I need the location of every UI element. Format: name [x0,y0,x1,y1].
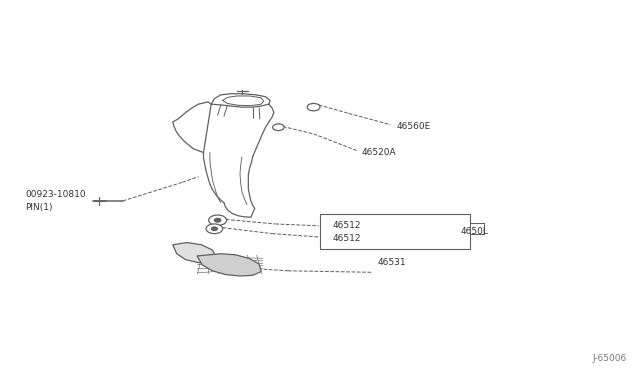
Text: J-65006: J-65006 [593,354,627,363]
Text: 00923-10810: 00923-10810 [26,190,86,199]
Text: PIN(1): PIN(1) [26,203,53,212]
Polygon shape [173,243,216,263]
Text: 46531: 46531 [378,258,406,267]
Text: 46560E: 46560E [397,122,431,131]
Text: 46512: 46512 [333,221,362,230]
Circle shape [209,215,227,225]
Text: 46520A: 46520A [362,148,396,157]
Circle shape [211,227,218,231]
Text: 4650L: 4650L [461,227,489,236]
Circle shape [206,224,223,234]
Circle shape [307,103,320,111]
Circle shape [273,124,284,131]
Text: 46512: 46512 [333,234,362,243]
Polygon shape [197,254,261,276]
Circle shape [214,218,221,222]
